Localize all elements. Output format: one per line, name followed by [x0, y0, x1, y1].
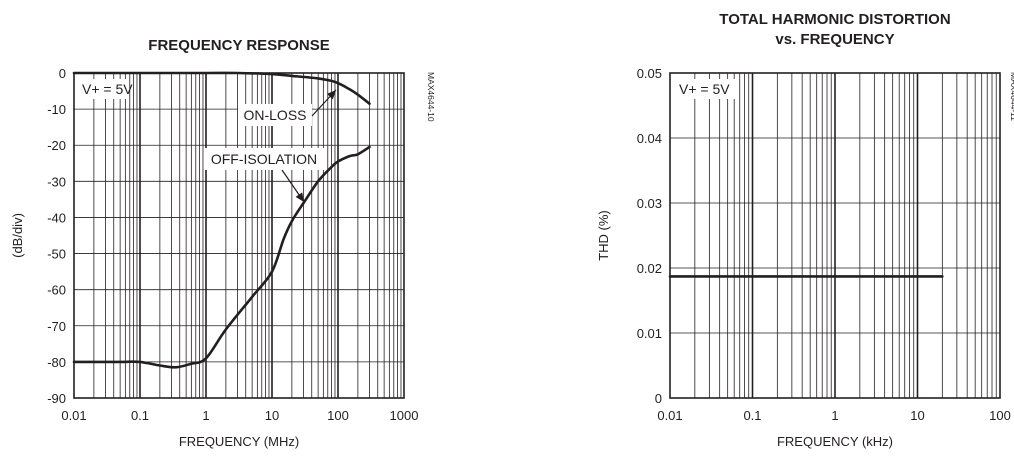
chart1-y-tick-label: -50	[47, 247, 66, 262]
chart2-x-tick-label: 0.01	[657, 408, 682, 423]
chart1-y-tick-label: -80	[47, 355, 66, 370]
chart1-x-tick-label: 0.1	[131, 408, 149, 423]
chart2-y-tick-label: 0.04	[637, 131, 662, 146]
chart1-on-loss-label-box	[238, 104, 312, 126]
chart1-off-isolation-arrow-head	[295, 192, 304, 202]
chart1-off-isolation-label-box	[204, 148, 324, 170]
chart2-x-tick-label: 0.1	[743, 408, 761, 423]
chart2-x-tick-label: 100	[989, 408, 1011, 423]
chart1-x-tick-label: 0.01	[61, 408, 86, 423]
chart1-series-on-loss	[72, 71, 371, 105]
chart1-x-tick-label: 10	[265, 408, 279, 423]
chart2-x-axis-label: FREQUENCY (kHz)	[777, 434, 893, 449]
chart1-side-label: MAX4644-10	[426, 72, 436, 122]
chart1-off-isolation-label: OFF-ISOLATION	[211, 151, 317, 167]
chart1-y-tick-label: -70	[47, 319, 66, 334]
chart1-y-tick-label: -90	[47, 391, 66, 406]
chart1-x-tick-label: 100	[327, 408, 349, 423]
chart2-side-label: MAX4644-11	[1009, 72, 1014, 121]
chart2-x-tick-label: 10	[910, 408, 924, 423]
chart1-annotation-box	[78, 79, 128, 99]
chart1-y-tick-label: -40	[47, 210, 66, 225]
chart1-x-tick-label: 1000	[390, 408, 419, 423]
chart2-y-tick-label: 0.02	[637, 261, 662, 276]
chart1-x-tick-label: 1	[202, 408, 209, 423]
chart1-y-tick-label: -20	[47, 138, 66, 153]
chart1-on-loss-arrow-head	[326, 90, 336, 100]
chart1-on-loss-label: ON-LOSS	[243, 107, 306, 123]
chart2-title-line-1: TOTAL HARMONIC DISTORTION	[719, 11, 950, 28]
chart2-y-tick-label: 0	[655, 391, 662, 406]
chart1-x-axis-label: FREQUENCY (MHz)	[179, 434, 299, 449]
chart2-y-tick-label: 0.03	[637, 196, 662, 211]
chart2-supply-annotation: V+ = 5V	[679, 81, 730, 97]
chart2-plot-frame	[669, 72, 1001, 399]
chart1-series-off-isolation	[72, 145, 371, 369]
chart1-y-axis-label: (dB/div)	[10, 213, 25, 258]
chart1-y-tick-label: 0	[59, 66, 66, 81]
chart2-y-axis-label: THD (%)	[596, 210, 611, 261]
chart1-title-line-1: FREQUENCY RESPONSE	[148, 37, 329, 54]
chart1-y-tick-label: -60	[47, 283, 66, 298]
chart2-annotation-box	[675, 79, 735, 99]
chart2-title-line-2: vs. FREQUENCY	[775, 31, 894, 48]
chart2-y-tick-label: 0.05	[637, 66, 662, 81]
chart2-y-tick-label: 0.01	[637, 326, 662, 341]
chart1-y-tick-label: -30	[47, 174, 66, 189]
chart1-supply-annotation: V+ = 5V	[82, 81, 133, 97]
chart2-x-tick-label: 1	[831, 408, 838, 423]
chart1-y-tick-label: -10	[47, 102, 66, 117]
